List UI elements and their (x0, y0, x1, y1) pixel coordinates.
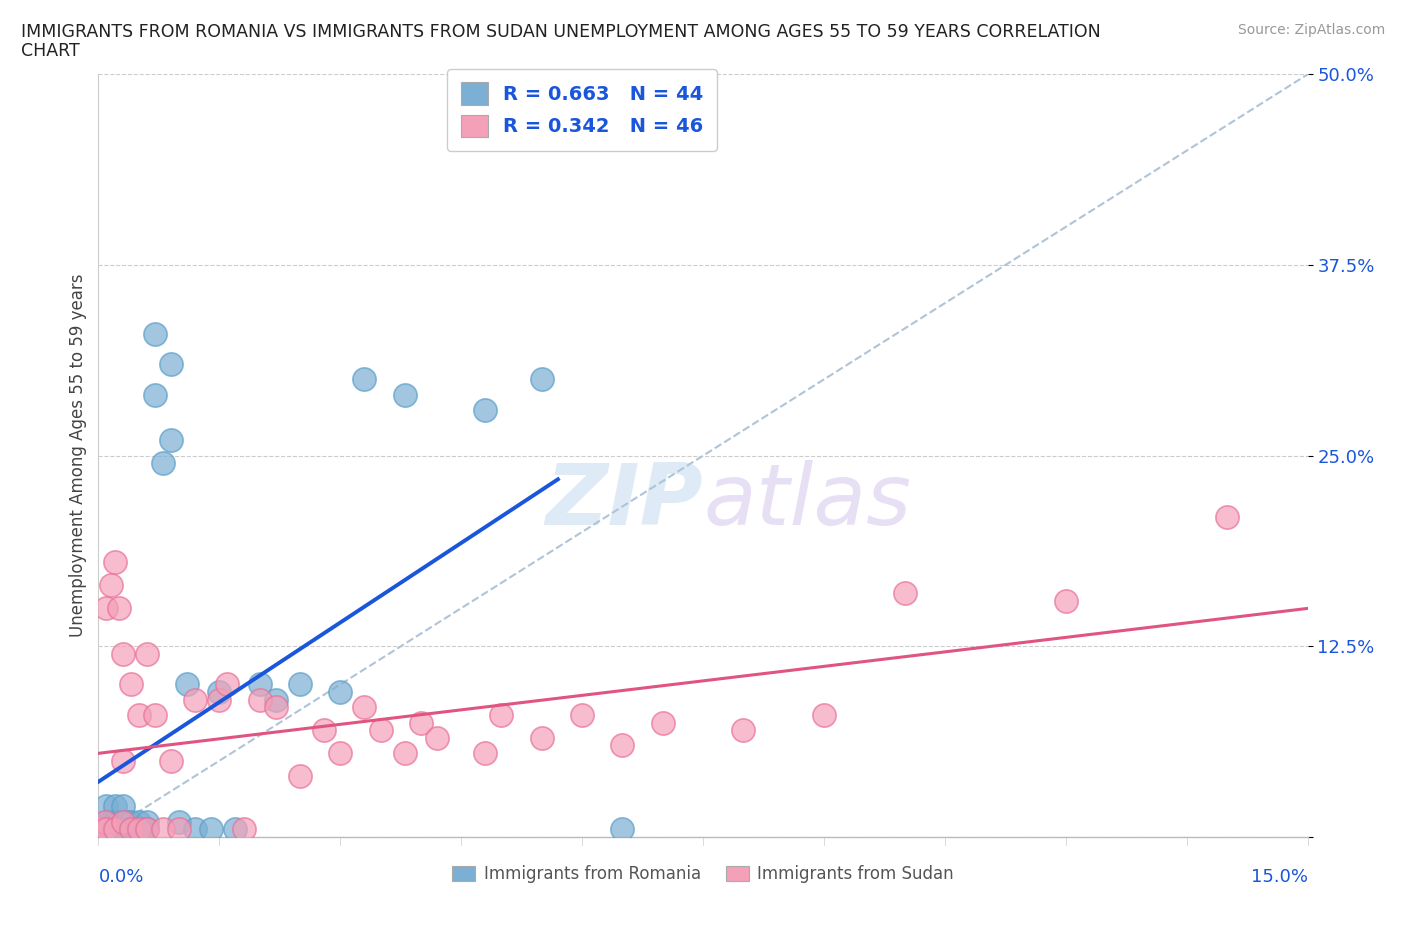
Point (571, 708, 593, 723)
Point (107, 815, 129, 830)
Point (112, 822, 135, 837)
Point (103, 799, 125, 814)
Point (288, 768, 311, 783)
Text: CHART: CHART (21, 42, 80, 60)
Point (143, 708, 166, 723)
Text: IMMIGRANTS FROM ROMANIA VS IMMIGRANTS FROM SUDAN UNEMPLOYMENT AMONG AGES 55 TO 5: IMMIGRANTS FROM ROMANIA VS IMMIGRANTS FR… (21, 23, 1101, 41)
Point (370, 723, 392, 737)
Point (217, 677, 239, 692)
Point (124, 822, 146, 837)
Point (208, 684, 231, 699)
Point (249, 677, 271, 692)
Point (394, 387, 416, 402)
Point (143, 387, 166, 402)
Point (651, 715, 673, 730)
Point (135, 822, 157, 837)
Point (491, 708, 513, 723)
Point (612, 738, 634, 753)
Point (264, 700, 287, 715)
Point (329, 746, 352, 761)
Point (96, 815, 118, 830)
Point (152, 456, 174, 471)
Point (103, 822, 125, 837)
Point (120, 815, 142, 830)
Point (135, 815, 157, 830)
Point (530, 372, 553, 387)
Point (111, 646, 134, 661)
Point (91, 822, 114, 837)
Point (100, 815, 122, 830)
Point (103, 555, 125, 570)
Point (160, 357, 183, 372)
Point (115, 815, 138, 830)
Point (176, 677, 198, 692)
Point (288, 677, 311, 692)
Point (224, 822, 246, 837)
Point (97, 822, 120, 837)
Point (132, 822, 155, 837)
Point (111, 815, 134, 830)
Point (612, 822, 634, 837)
Point (111, 822, 134, 837)
Point (353, 372, 375, 387)
Point (353, 700, 375, 715)
Text: 15.0%: 15.0% (1250, 868, 1308, 885)
Point (105, 822, 128, 837)
Point (184, 692, 207, 707)
Point (249, 692, 271, 707)
Point (813, 708, 835, 723)
Point (135, 822, 157, 837)
Point (135, 646, 157, 661)
Point (111, 753, 134, 768)
Point (409, 715, 432, 730)
Point (1054, 593, 1077, 608)
Text: atlas: atlas (703, 460, 911, 543)
Point (128, 708, 150, 723)
Point (167, 815, 190, 830)
Point (184, 822, 207, 837)
Point (208, 692, 231, 707)
Point (128, 822, 150, 837)
Point (394, 746, 416, 761)
Point (314, 723, 336, 737)
Text: 0.0%: 0.0% (98, 868, 143, 885)
Point (100, 578, 122, 592)
Point (530, 730, 553, 745)
Point (474, 403, 496, 418)
Point (143, 326, 166, 341)
Point (94, 817, 117, 832)
Point (111, 815, 134, 830)
Legend: Immigrants from Romania, Immigrants from Sudan: Immigrants from Romania, Immigrants from… (446, 858, 960, 890)
Point (152, 822, 174, 837)
Point (232, 822, 254, 837)
Text: ZIP: ZIP (546, 460, 703, 543)
Point (107, 601, 129, 616)
Point (96, 601, 118, 616)
Point (128, 815, 150, 830)
Point (167, 822, 190, 837)
Point (1216, 510, 1239, 525)
Point (200, 822, 222, 837)
Point (96, 822, 118, 837)
Point (120, 677, 142, 692)
Point (474, 746, 496, 761)
Y-axis label: Unemployment Among Ages 55 to 59 years: Unemployment Among Ages 55 to 59 years (69, 274, 87, 637)
Point (160, 753, 183, 768)
Point (111, 799, 134, 814)
Point (160, 433, 183, 448)
Point (733, 723, 755, 737)
Point (329, 684, 352, 699)
Point (103, 815, 125, 830)
Point (120, 822, 142, 837)
Text: Source: ZipAtlas.com: Source: ZipAtlas.com (1237, 23, 1385, 37)
Point (96, 799, 118, 814)
Point (893, 586, 915, 601)
Point (101, 822, 124, 837)
Point (94, 815, 117, 830)
Point (128, 822, 150, 837)
Point (426, 730, 449, 745)
Point (264, 692, 287, 707)
Point (91, 822, 114, 837)
Point (120, 822, 142, 837)
